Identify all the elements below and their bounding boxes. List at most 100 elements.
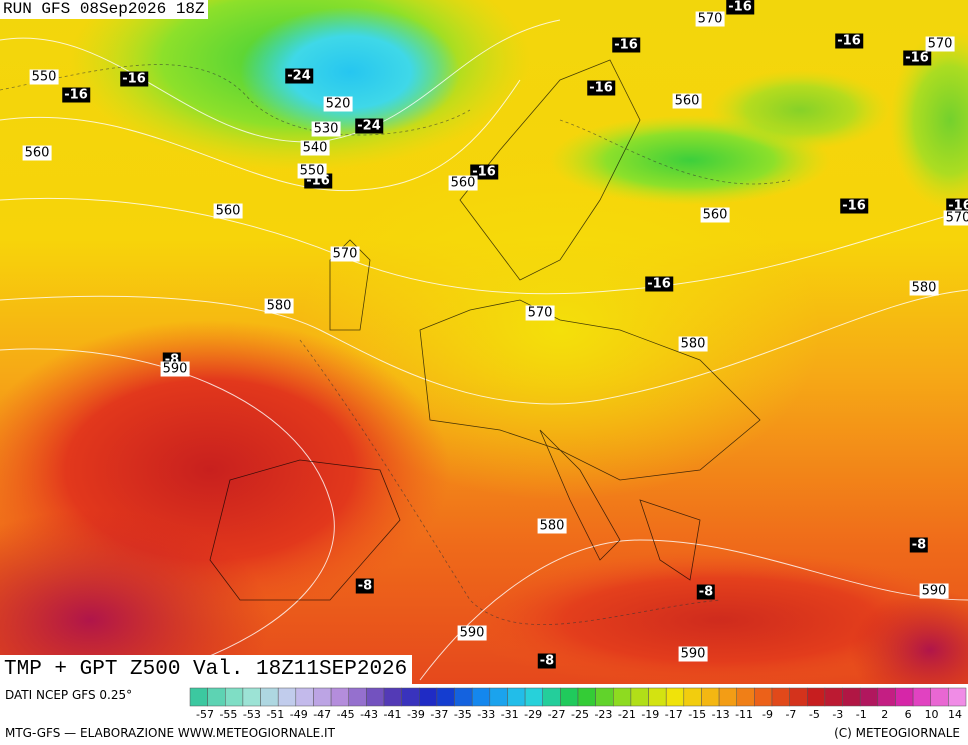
colorbar-swatch [207,687,226,707]
colorbar-label: -47 [313,708,332,721]
height-contour-label: 560 [672,93,702,109]
colorbar-swatch [912,687,931,707]
footer: DATI NCEP GFS 0.25° MTG-GFS — ELABORAZIO… [0,684,968,745]
temperature-label: -16 [587,80,615,96]
temperature-label: -24 [285,68,313,84]
colorbar-swatch [877,687,896,707]
colorbar-swatch [471,687,491,707]
height-contour-label: 580 [678,336,708,352]
colorbar-swatch [789,687,808,707]
colorbar-label: -51 [266,708,285,721]
temperature-label: -16 [470,164,498,180]
colorbar-swatch [419,687,438,707]
colorbar-label: -49 [289,708,308,721]
height-contour-label: 560 [448,175,478,191]
colorbar-label: -41 [383,708,402,721]
height-contour-label: 570 [695,11,725,27]
temperature-label: -16 [120,71,148,87]
map-background [0,0,968,684]
colorbar-swatch [242,687,261,707]
temperature-label: -24 [355,118,383,134]
colorbar-label: -7 [785,708,797,721]
colorbar-label: -9 [762,708,773,721]
temperature-label: -16 [903,50,931,66]
temperature-label: -8 [355,578,375,594]
colorbar-swatch [260,687,279,707]
colorbar-swatch [454,687,473,707]
colorbar-swatch [683,687,702,707]
colorbar-label: -15 [688,708,707,721]
height-contour-label: 540 [300,140,330,156]
colorbar-swatch [948,687,967,707]
height-contour-label: 580 [264,298,294,314]
colorbar-swatch [277,687,297,707]
colorbar-swatch [507,687,526,707]
colorbar-label: -33 [477,708,496,721]
colorbar-swatch [313,687,332,707]
colorbar-label: -21 [617,708,636,721]
colorbar-label: 14 [948,708,962,721]
height-contour-label: 570 [525,305,555,321]
colorbar-swatch [930,687,949,707]
colorbar-swatch [701,687,720,707]
colorbar-label: -57 [196,708,214,721]
height-contour-label: 590 [457,625,487,641]
temperature-label: -16 [62,87,90,103]
colorbar-swatch [189,687,208,707]
height-contour-label: 560 [22,145,52,161]
colorbar-label: -53 [242,708,261,721]
colorbar-swatch [542,687,561,707]
copyright-text: (C) METEOGIORNALE [834,726,960,740]
colorbar-swatch [348,687,367,707]
height-contour-label: 590 [160,361,190,377]
colorbar-swatch [489,687,508,707]
height-contour-label: 580 [909,280,939,296]
height-contour-label: 590 [678,646,708,662]
height-contour-label: 560 [213,203,243,219]
colorbar-swatch [330,687,349,707]
colorbar-swatch [842,687,861,707]
colorbar-swatch [648,687,667,707]
temperature-label: -16 [946,198,968,214]
colorbar-label: -27 [547,708,566,721]
colorbar-swatch [718,687,737,707]
colorbar-label: -11 [735,708,754,721]
source-text: DATI NCEP GFS 0.25° [5,688,133,702]
colorbar-label: 2 [881,708,889,721]
colorbar-label: -3 [832,708,844,721]
colorbar-label: 6 [904,708,912,721]
temperature-label: -16 [840,198,868,214]
colorbar-swatch [595,687,614,707]
colorbar-swatch [383,687,402,707]
temperature-label: -16 [835,33,863,49]
colorbar-swatch [560,687,579,707]
height-contour-label: 580 [537,518,567,534]
colorbar-label: -19 [641,708,660,721]
run-label: RUN GFS 08Sep2026 18Z [0,0,208,19]
height-contour-label: 550 [29,69,59,85]
colorbar-label: -13 [711,708,730,721]
map-title: TMP + GPT Z500 Val. 18Z11SEP2026 [0,655,412,684]
colorbar-label: -39 [406,708,425,721]
colorbar-swatch [577,687,596,707]
colorbar-label: -43 [360,708,379,721]
colorbar-swatch [665,687,685,707]
colorbar-label: -45 [336,708,355,721]
colorbar-swatch [366,687,385,707]
temperature-label: -8 [909,537,929,553]
colorbar-swatch [824,687,843,707]
colorbar-label: -17 [664,708,683,721]
colorbar-label: -1 [855,708,867,721]
colorbar-label: -35 [453,708,472,721]
colorbar-label: -31 [500,708,519,721]
colorbar-swatch [613,687,632,707]
height-contour-label: 570 [925,36,955,52]
temperature-label: -8 [696,584,716,600]
height-contour-label: 560 [700,207,730,223]
colorbar-swatch [754,687,773,707]
credit-text: MTG-GFS — ELABORAZIONE WWW.METEOGIORNALE… [5,726,335,740]
colorbar-swatch [401,687,420,707]
colorbar-swatch [295,687,314,707]
colorbar-swatch [736,687,755,707]
